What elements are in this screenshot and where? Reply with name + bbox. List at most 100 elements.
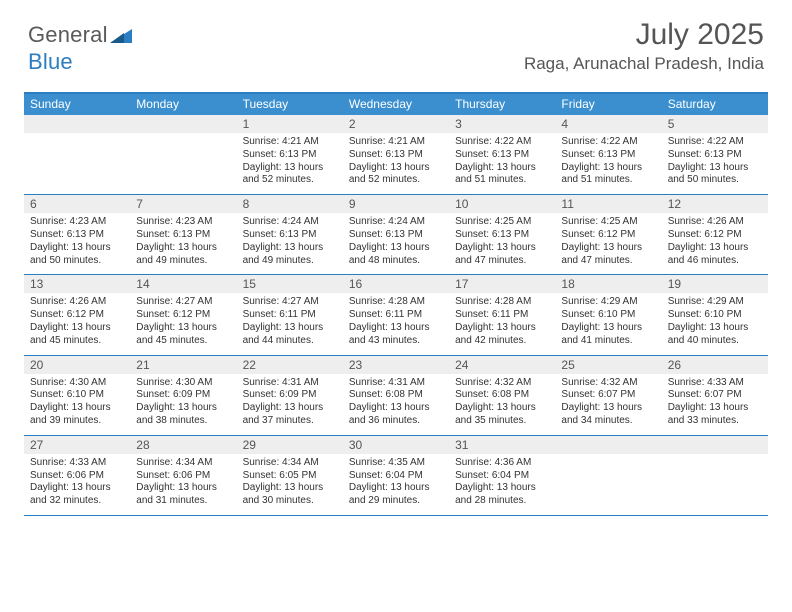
daylight-text: Daylight: 13 hours and 38 minutes. bbox=[136, 402, 230, 428]
day-body: Sunrise: 4:33 AMSunset: 6:07 PMDaylight:… bbox=[662, 374, 768, 435]
sunrise-text: Sunrise: 4:26 AM bbox=[30, 296, 124, 309]
sunrise-text: Sunrise: 4:35 AM bbox=[349, 457, 443, 470]
daylight-text: Daylight: 13 hours and 49 minutes. bbox=[243, 242, 337, 268]
sunrise-text: Sunrise: 4:21 AM bbox=[243, 136, 337, 149]
logo-triangle-icon bbox=[110, 23, 132, 49]
sunrise-text: Sunrise: 4:27 AM bbox=[243, 296, 337, 309]
day-number: 24 bbox=[449, 356, 555, 374]
dayhead-wed: Wednesday bbox=[343, 94, 449, 115]
weeks-container: 1Sunrise: 4:21 AMSunset: 6:13 PMDaylight… bbox=[24, 115, 768, 516]
sunrise-text: Sunrise: 4:22 AM bbox=[561, 136, 655, 149]
sunrise-text: Sunrise: 4:28 AM bbox=[349, 296, 443, 309]
day-body: Sunrise: 4:24 AMSunset: 6:13 PMDaylight:… bbox=[237, 213, 343, 274]
brand-logo: GeneralBlue bbox=[28, 22, 132, 75]
sunrise-text: Sunrise: 4:32 AM bbox=[455, 377, 549, 390]
calendar-cell: 31Sunrise: 4:36 AMSunset: 6:04 PMDayligh… bbox=[449, 436, 555, 515]
daylight-text: Daylight: 13 hours and 52 minutes. bbox=[243, 162, 337, 188]
week-row: 20Sunrise: 4:30 AMSunset: 6:10 PMDayligh… bbox=[24, 356, 768, 436]
sunset-text: Sunset: 6:13 PM bbox=[455, 149, 549, 162]
calendar-cell: 1Sunrise: 4:21 AMSunset: 6:13 PMDaylight… bbox=[237, 115, 343, 194]
calendar-cell bbox=[130, 115, 236, 194]
sunrise-text: Sunrise: 4:22 AM bbox=[668, 136, 762, 149]
daylight-text: Daylight: 13 hours and 28 minutes. bbox=[455, 482, 549, 508]
calendar-cell: 15Sunrise: 4:27 AMSunset: 6:11 PMDayligh… bbox=[237, 275, 343, 354]
brand-part2: Blue bbox=[28, 49, 73, 74]
calendar-cell: 8Sunrise: 4:24 AMSunset: 6:13 PMDaylight… bbox=[237, 195, 343, 274]
sunset-text: Sunset: 6:09 PM bbox=[136, 389, 230, 402]
day-body: Sunrise: 4:26 AMSunset: 6:12 PMDaylight:… bbox=[24, 293, 130, 354]
week-row: 13Sunrise: 4:26 AMSunset: 6:12 PMDayligh… bbox=[24, 275, 768, 355]
day-number: 20 bbox=[24, 356, 130, 374]
calendar-cell: 29Sunrise: 4:34 AMSunset: 6:05 PMDayligh… bbox=[237, 436, 343, 515]
calendar-cell: 9Sunrise: 4:24 AMSunset: 6:13 PMDaylight… bbox=[343, 195, 449, 274]
week-row: 1Sunrise: 4:21 AMSunset: 6:13 PMDaylight… bbox=[24, 115, 768, 195]
calendar-cell: 17Sunrise: 4:28 AMSunset: 6:11 PMDayligh… bbox=[449, 275, 555, 354]
sunrise-text: Sunrise: 4:24 AM bbox=[243, 216, 337, 229]
calendar-cell: 24Sunrise: 4:32 AMSunset: 6:08 PMDayligh… bbox=[449, 356, 555, 435]
day-number: 27 bbox=[24, 436, 130, 454]
day-body: Sunrise: 4:25 AMSunset: 6:13 PMDaylight:… bbox=[449, 213, 555, 274]
day-body: Sunrise: 4:31 AMSunset: 6:09 PMDaylight:… bbox=[237, 374, 343, 435]
daylight-text: Daylight: 13 hours and 48 minutes. bbox=[349, 242, 443, 268]
sunrise-text: Sunrise: 4:34 AM bbox=[243, 457, 337, 470]
calendar-cell: 4Sunrise: 4:22 AMSunset: 6:13 PMDaylight… bbox=[555, 115, 661, 194]
sunset-text: Sunset: 6:11 PM bbox=[455, 309, 549, 322]
sunset-text: Sunset: 6:06 PM bbox=[30, 470, 124, 483]
sunset-text: Sunset: 6:11 PM bbox=[349, 309, 443, 322]
daylight-text: Daylight: 13 hours and 47 minutes. bbox=[455, 242, 549, 268]
day-number: 21 bbox=[130, 356, 236, 374]
day-body: Sunrise: 4:27 AMSunset: 6:11 PMDaylight:… bbox=[237, 293, 343, 354]
day-body: Sunrise: 4:29 AMSunset: 6:10 PMDaylight:… bbox=[662, 293, 768, 354]
sunrise-text: Sunrise: 4:30 AM bbox=[136, 377, 230, 390]
sunrise-text: Sunrise: 4:31 AM bbox=[243, 377, 337, 390]
day-body: Sunrise: 4:23 AMSunset: 6:13 PMDaylight:… bbox=[24, 213, 130, 274]
day-header-row: Sunday Monday Tuesday Wednesday Thursday… bbox=[24, 94, 768, 115]
day-body: Sunrise: 4:28 AMSunset: 6:11 PMDaylight:… bbox=[343, 293, 449, 354]
day-number: 4 bbox=[555, 115, 661, 133]
sunset-text: Sunset: 6:06 PM bbox=[136, 470, 230, 483]
sunset-text: Sunset: 6:12 PM bbox=[561, 229, 655, 242]
daylight-text: Daylight: 13 hours and 45 minutes. bbox=[136, 322, 230, 348]
day-number: 12 bbox=[662, 195, 768, 213]
daylight-text: Daylight: 13 hours and 36 minutes. bbox=[349, 402, 443, 428]
day-number: 23 bbox=[343, 356, 449, 374]
day-body: Sunrise: 4:30 AMSunset: 6:09 PMDaylight:… bbox=[130, 374, 236, 435]
calendar-cell: 28Sunrise: 4:34 AMSunset: 6:06 PMDayligh… bbox=[130, 436, 236, 515]
daylight-text: Daylight: 13 hours and 49 minutes. bbox=[136, 242, 230, 268]
sunrise-text: Sunrise: 4:27 AM bbox=[136, 296, 230, 309]
daylight-text: Daylight: 13 hours and 30 minutes. bbox=[243, 482, 337, 508]
sunrise-text: Sunrise: 4:30 AM bbox=[30, 377, 124, 390]
day-number: 11 bbox=[555, 195, 661, 213]
week-row: 27Sunrise: 4:33 AMSunset: 6:06 PMDayligh… bbox=[24, 436, 768, 516]
calendar-grid: Sunday Monday Tuesday Wednesday Thursday… bbox=[24, 92, 768, 516]
day-body: Sunrise: 4:22 AMSunset: 6:13 PMDaylight:… bbox=[662, 133, 768, 194]
sunset-text: Sunset: 6:13 PM bbox=[30, 229, 124, 242]
calendar-cell: 26Sunrise: 4:33 AMSunset: 6:07 PMDayligh… bbox=[662, 356, 768, 435]
calendar-cell: 16Sunrise: 4:28 AMSunset: 6:11 PMDayligh… bbox=[343, 275, 449, 354]
daylight-text: Daylight: 13 hours and 33 minutes. bbox=[668, 402, 762, 428]
sunset-text: Sunset: 6:12 PM bbox=[136, 309, 230, 322]
sunset-text: Sunset: 6:13 PM bbox=[243, 229, 337, 242]
day-body: Sunrise: 4:34 AMSunset: 6:05 PMDaylight:… bbox=[237, 454, 343, 515]
daylight-text: Daylight: 13 hours and 46 minutes. bbox=[668, 242, 762, 268]
day-number: 3 bbox=[449, 115, 555, 133]
sunrise-text: Sunrise: 4:21 AM bbox=[349, 136, 443, 149]
day-number: 16 bbox=[343, 275, 449, 293]
sunrise-text: Sunrise: 4:25 AM bbox=[455, 216, 549, 229]
sunset-text: Sunset: 6:13 PM bbox=[243, 149, 337, 162]
dayhead-sun: Sunday bbox=[24, 94, 130, 115]
day-body bbox=[555, 454, 661, 502]
sunrise-text: Sunrise: 4:33 AM bbox=[668, 377, 762, 390]
calendar-cell bbox=[555, 436, 661, 515]
sunrise-text: Sunrise: 4:22 AM bbox=[455, 136, 549, 149]
calendar-cell bbox=[24, 115, 130, 194]
day-number: 14 bbox=[130, 275, 236, 293]
daylight-text: Daylight: 13 hours and 37 minutes. bbox=[243, 402, 337, 428]
sunset-text: Sunset: 6:12 PM bbox=[668, 229, 762, 242]
calendar-cell: 21Sunrise: 4:30 AMSunset: 6:09 PMDayligh… bbox=[130, 356, 236, 435]
day-body: Sunrise: 4:27 AMSunset: 6:12 PMDaylight:… bbox=[130, 293, 236, 354]
day-body: Sunrise: 4:31 AMSunset: 6:08 PMDaylight:… bbox=[343, 374, 449, 435]
daylight-text: Daylight: 13 hours and 52 minutes. bbox=[349, 162, 443, 188]
sunrise-text: Sunrise: 4:29 AM bbox=[561, 296, 655, 309]
dayhead-tue: Tuesday bbox=[237, 94, 343, 115]
